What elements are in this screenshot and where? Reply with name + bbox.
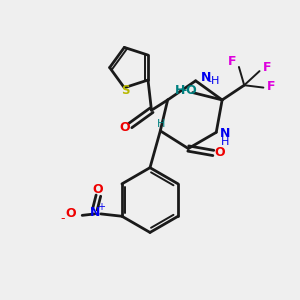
Text: O: O [120, 121, 130, 134]
Text: -H: -H [208, 76, 220, 86]
Text: H: H [221, 137, 229, 147]
Text: S: S [121, 84, 129, 97]
Text: N: N [220, 127, 230, 140]
Text: F: F [262, 61, 271, 74]
Text: -: - [60, 212, 65, 225]
Text: O: O [65, 207, 76, 220]
Text: H: H [175, 84, 185, 97]
Text: O: O [92, 183, 103, 196]
Text: O: O [214, 146, 225, 159]
Text: F: F [266, 80, 275, 94]
Text: H: H [157, 119, 166, 129]
Text: N: N [90, 206, 100, 219]
Text: F: F [228, 55, 237, 68]
Text: -O: -O [181, 84, 197, 97]
Text: N: N [201, 71, 211, 84]
Text: +: + [97, 202, 105, 212]
